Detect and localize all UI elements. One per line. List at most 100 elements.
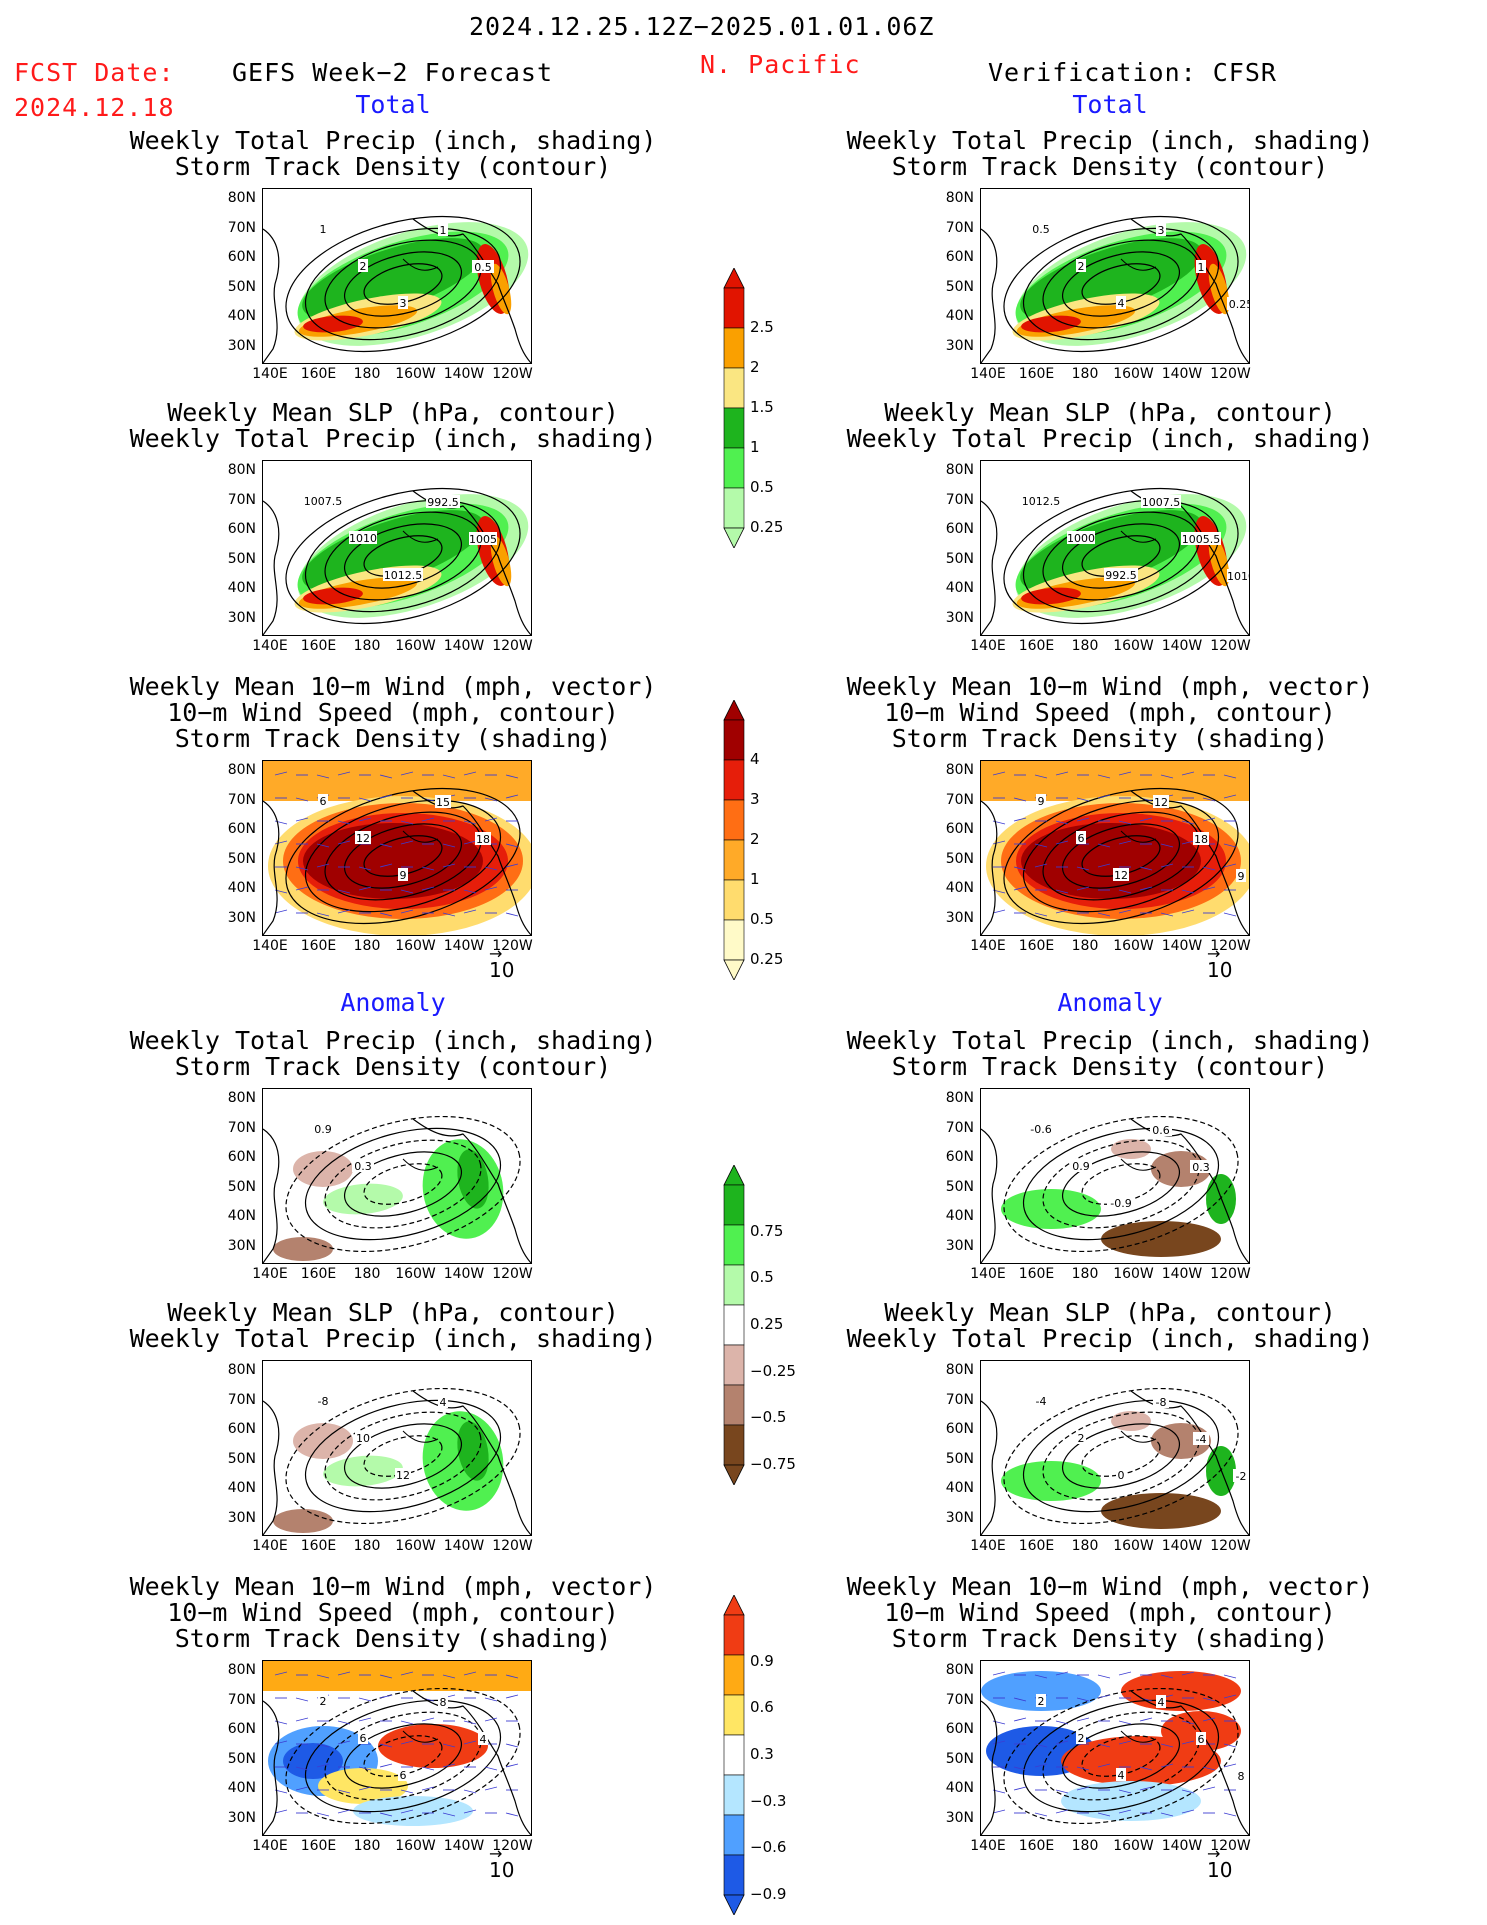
coastline-north-america [412,218,531,363]
wind-vector [400,1720,414,1725]
section-anomaly-right: Anomaly [1057,988,1163,1017]
svg-text:9: 9 [1238,870,1245,883]
wind-vector [400,1809,414,1814]
colorbar-segment [723,1304,745,1346]
svg-text:1000: 1000 [1067,532,1095,545]
colorbar-segment [723,287,745,329]
svg-text:1012.5: 1012.5 [384,569,423,582]
wind-vector [337,909,351,914]
lon-tick-label: 140W [443,1838,485,1854]
lon-tick-label: 140W [443,366,485,382]
contour-label: 4 [1156,1695,1166,1709]
contour-line [1003,215,1239,353]
contour-label: 3 [1156,223,1166,237]
lat-tick-label: 40N [227,308,256,324]
svg-text:8: 8 [440,1696,447,1709]
lon-tick-label: 120W [1210,938,1251,954]
colorbar-segment [723,1694,745,1736]
contour-label: 12 [1153,795,1169,809]
contour-line [285,1387,521,1525]
colorbar-segment [723,1344,745,1386]
map-panel: -0.6 0.9 -0.9 0.6 0.3 [980,1088,1250,1264]
wind-vector [1181,1789,1195,1794]
map-panel: 2 2 4 4 6 8 [980,1660,1250,1836]
wind-vector [1013,1766,1027,1771]
contour-label: 6 [1076,831,1086,845]
contour-label: 1 [318,222,328,236]
contour-line [343,523,463,589]
contour-line [285,1687,521,1825]
shade-region [1111,1411,1151,1431]
colorbar-label: 4 [750,750,760,768]
colorbar-bottom-arrow [723,1464,745,1486]
wind-vector [484,1766,498,1771]
lon-tick-label: 160E [300,366,337,382]
coastline-north-america [412,1118,531,1263]
wind-vector [1097,794,1111,799]
wind-vector [421,1717,435,1722]
contour-label: 3 [398,296,408,310]
contour-label: 1007.5 [303,494,343,508]
wind-vector [484,886,498,891]
colorbar-label: 0.25 [750,1315,784,1333]
wind-vector [1055,771,1069,776]
shade-region [1208,535,1230,587]
contour-label: 8 [438,1695,448,1709]
contour-label: 6 [318,794,328,808]
colorbar-segment [723,719,745,761]
vector-ref-value: 10 [1207,958,1233,982]
lon-tick-label: 160E [300,1266,337,1282]
wind-vector [1076,797,1090,802]
shade-region [1021,587,1081,605]
vector-ref-value: 10 [489,958,515,982]
coastline-asia [263,228,280,363]
lat-tick-label: 80N [227,1362,256,1378]
coastline-aleutians [402,530,439,543]
wind-vector [992,909,1006,914]
panel-title-line: Weekly Mean 10−m Wind (mph, vector) [129,1572,657,1601]
wind-vector [316,1763,330,1768]
wind-vector [295,886,309,891]
lat-tick-label: 30N [227,337,256,354]
svg-text:-8: -8 [1156,1396,1167,1409]
colorbar [722,1594,746,1919]
svg-text:12: 12 [1154,796,1168,809]
wind-vector [1118,909,1132,914]
contour-line [1081,1435,1161,1477]
colorbar-segment [723,1384,745,1426]
wind-vector [400,771,414,776]
lat-tick-label: 70N [227,219,256,236]
wind-vector [400,1789,414,1794]
contour-line [304,1699,502,1813]
contour-line [1003,1687,1239,1825]
wind-vector [463,840,477,845]
wind-vector [442,1674,456,1679]
wind-vector [379,843,393,848]
wind-vector [1181,771,1195,776]
coastline-aleutians [402,1158,439,1171]
lon-tick-label: 160W [395,638,436,654]
svg-text:4: 4 [440,1396,447,1409]
contour-line [304,1127,502,1241]
wind-vector [400,1671,414,1676]
wind-vector [295,1786,309,1791]
lat-tick-label: 80N [945,462,974,478]
colorbar-segment [723,879,745,921]
shade-region [273,1509,333,1533]
contour-label: 1010 [1227,569,1249,583]
wind-vector [505,912,519,917]
lon-tick-label: 180 [1071,938,1099,954]
colorbar-segment [723,327,745,369]
contour-label: 9 [1236,869,1246,883]
wind-vector [400,909,414,914]
panel-title-line: Weekly Total Precip (inch, shading) [846,1324,1374,1353]
wind-vector [1097,1812,1111,1817]
wind-vector [1202,817,1216,822]
svg-text:12: 12 [356,832,370,845]
lon-tick-label: 160E [300,1538,337,1554]
panel-title-line: Weekly Total Precip (inch, shading) [129,126,657,155]
wind-vector [484,1697,498,1702]
lon-tick-label: 140W [1161,1266,1203,1282]
wind-vector [505,1763,519,1768]
lon-tick-label: 140E [970,1538,1006,1554]
